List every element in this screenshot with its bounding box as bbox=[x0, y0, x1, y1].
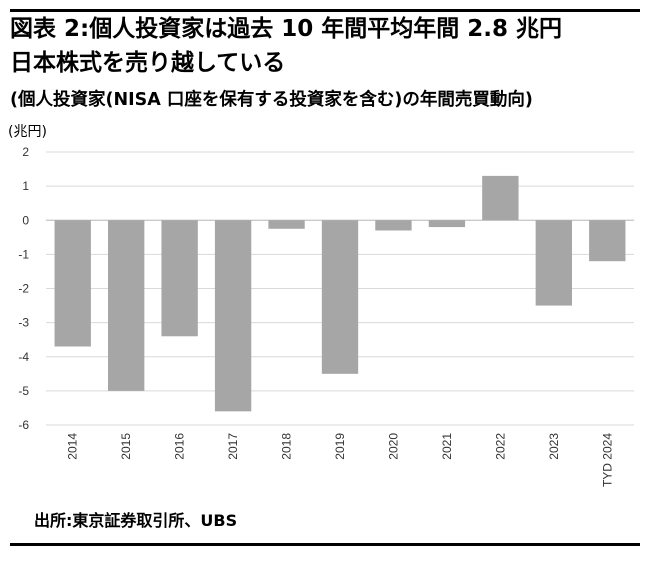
y-tick-label: -2 bbox=[18, 282, 29, 296]
x-tick-label: 2019 bbox=[333, 433, 347, 460]
bar-chart: 2 1 0 -1 -2 -3 -4 -5 -6 2014 2015 2016 2017 2018 2019… bbox=[18, 145, 634, 487]
y-tick-labels: 2 1 0 -1 -2 -3 -4 -5 -6 bbox=[18, 145, 29, 432]
y-axis-unit-label: (兆円) bbox=[8, 124, 47, 140]
bar-2017 bbox=[214, 220, 252, 412]
chart-title-line1: 図表 2:個人投資家は過去 10 年間平均年間 2.8 兆円 bbox=[10, 16, 562, 42]
y-tick-label: 1 bbox=[22, 179, 29, 193]
bar-2018 bbox=[268, 220, 305, 229]
bar-2021 bbox=[428, 220, 466, 228]
top-rule bbox=[10, 9, 640, 12]
x-tick-label: 2018 bbox=[280, 433, 294, 460]
x-tick-label: 2017 bbox=[226, 433, 240, 460]
bar-2016 bbox=[161, 220, 198, 337]
y-tick-label: -5 bbox=[18, 384, 29, 398]
bar-2020 bbox=[375, 220, 412, 231]
bar-2014 bbox=[54, 220, 91, 347]
chart-title-line2: 日本株式を売り越している bbox=[10, 50, 286, 76]
bar-layer bbox=[54, 175, 626, 412]
y-tick-label: -4 bbox=[18, 350, 29, 364]
y-tick-label: -6 bbox=[18, 418, 29, 432]
x-tick-label: 2016 bbox=[173, 433, 187, 460]
bar-2015 bbox=[108, 220, 145, 391]
y-tick-label: 0 bbox=[22, 213, 29, 227]
bar-tyd-2024 bbox=[589, 220, 626, 262]
bar-2023 bbox=[535, 220, 572, 306]
x-tick-label: 2020 bbox=[386, 433, 400, 460]
x-tick-label: 2021 bbox=[440, 433, 454, 460]
y-tick-label: 2 bbox=[22, 145, 29, 159]
bottom-rule bbox=[10, 543, 640, 546]
x-tick-label: 2015 bbox=[119, 433, 133, 460]
bar-2019 bbox=[321, 220, 359, 374]
x-tick-labels: 2014 2015 2016 2017 2018 2019 2020 2021 2022 2023… bbox=[66, 433, 615, 487]
source-note: 出所:東京証券取引所、UBS bbox=[34, 511, 238, 530]
y-tick-label: -1 bbox=[18, 247, 29, 261]
chart-subtitle: (個人投資家(NISA 口座を保有する投資家を含む)の年間売買動向) bbox=[10, 90, 533, 110]
x-tick-label: 2022 bbox=[493, 433, 507, 460]
bar-2022 bbox=[482, 175, 519, 221]
x-tick-label: 2014 bbox=[66, 433, 80, 460]
x-tick-label: TYD 2024 bbox=[600, 433, 614, 487]
y-tick-label: -3 bbox=[18, 316, 29, 330]
x-tick-label: 2023 bbox=[547, 433, 561, 460]
